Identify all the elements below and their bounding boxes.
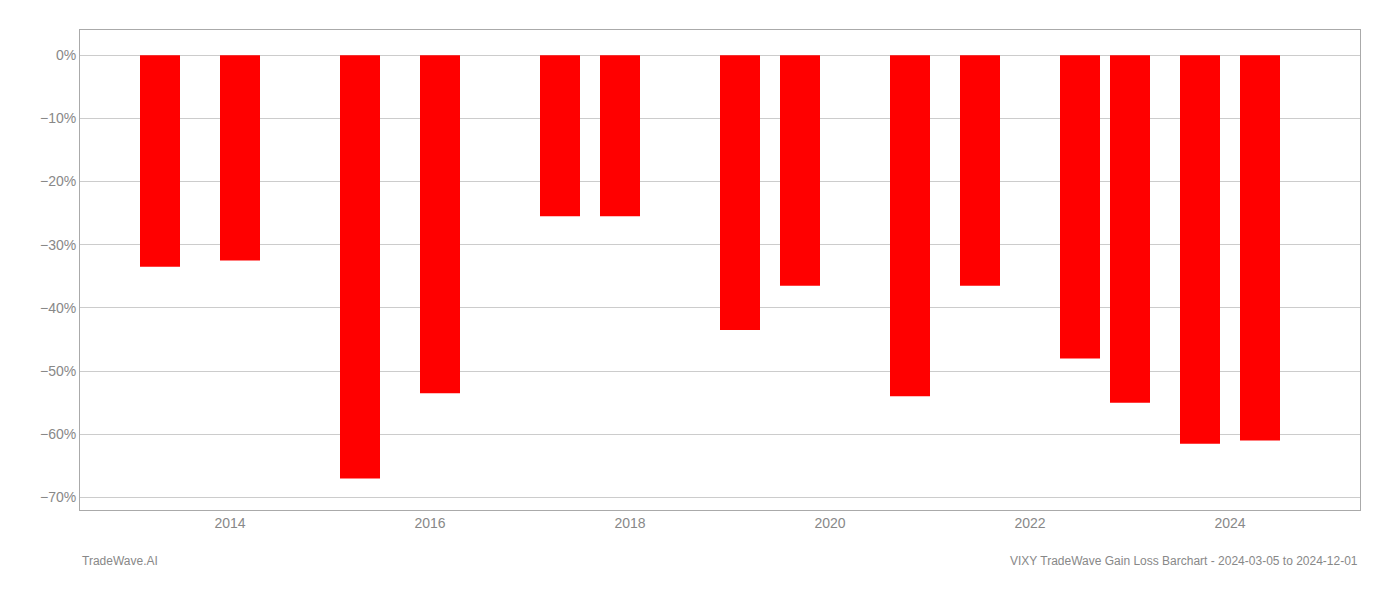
svg-text:2020: 2020 [814, 515, 845, 531]
svg-text:−70%: −70% [40, 489, 76, 505]
svg-text:TradeWave.AI: TradeWave.AI [82, 554, 158, 568]
svg-text:VIXY TradeWave Gain Loss Barch: VIXY TradeWave Gain Loss Barchart - 2024… [1010, 554, 1358, 568]
svg-text:−30%: −30% [40, 237, 76, 253]
svg-text:0%: 0% [56, 47, 76, 63]
svg-text:2014: 2014 [214, 515, 245, 531]
svg-text:2024: 2024 [1214, 515, 1245, 531]
svg-text:−20%: −20% [40, 173, 76, 189]
svg-text:−40%: −40% [40, 300, 76, 316]
svg-text:−50%: −50% [40, 363, 76, 379]
svg-text:2016: 2016 [414, 515, 445, 531]
svg-text:2022: 2022 [1014, 515, 1045, 531]
svg-text:2018: 2018 [614, 515, 645, 531]
svg-text:−60%: −60% [40, 426, 76, 442]
svg-text:−10%: −10% [40, 110, 76, 126]
